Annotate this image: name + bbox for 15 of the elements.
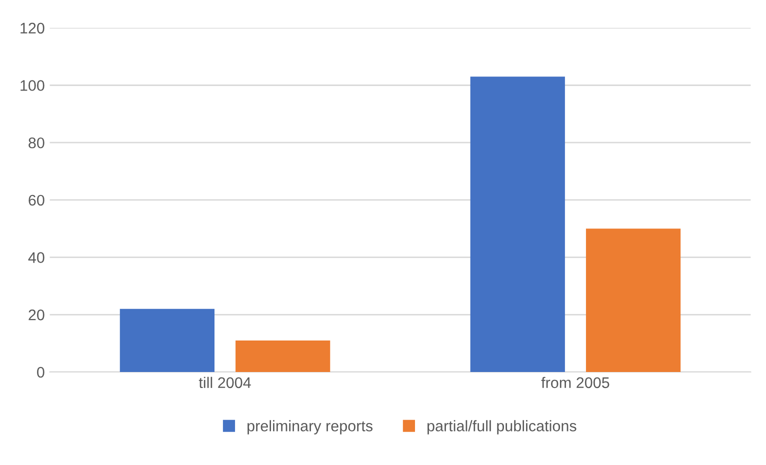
y-tick-label: 120: [20, 22, 44, 34]
legend-label: partial/full publications: [428, 420, 576, 434]
y-tick-label: 100: [20, 80, 44, 91]
legend-label: preliminary reports: [248, 420, 373, 434]
y-tick-label: 40: [28, 252, 44, 263]
y-tick-label: 20: [28, 310, 44, 320]
y-tick-label: 80: [28, 137, 44, 148]
bar: [236, 340, 330, 372]
y-tick-label: 60: [28, 194, 44, 206]
x-tick-label: from 2005: [541, 376, 610, 388]
bar: [470, 76, 565, 372]
bar: [586, 228, 681, 372]
bar: [120, 308, 214, 372]
x-tick-label: till 2004: [198, 376, 251, 388]
y-tick-label: 0: [37, 366, 44, 378]
